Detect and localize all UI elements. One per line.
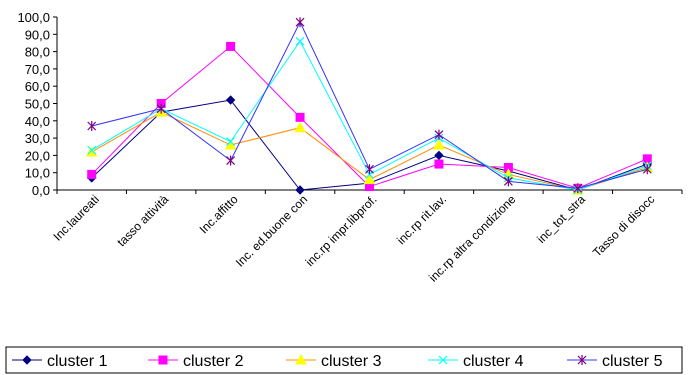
x-category-label: inc_tot_stra	[534, 192, 588, 246]
legend-marker	[577, 355, 587, 365]
y-tick-label: 90,0	[25, 27, 50, 42]
x-category-label: Tasso di disocc	[590, 192, 657, 259]
legend-marker	[22, 355, 32, 365]
data-point	[503, 176, 513, 187]
x-axis: Inc.laureati tasso attività Inc.affittoInc…	[50, 189, 683, 285]
data-point	[573, 183, 583, 194]
data-point	[295, 36, 305, 46]
y-axis: 0,0 10,0 20,0 30,0 40,0 50,0 60,0 70,0 80,0 90,0 1…	[17, 10, 58, 198]
x-category-label: Inc.affitto	[197, 192, 241, 236]
y-tick-label: 70,0	[25, 62, 50, 77]
legend-item: cluster 5	[567, 353, 663, 370]
data-point	[87, 120, 97, 131]
x-category-label: Inc.laureati	[50, 192, 101, 243]
y-tick-label: 20,0	[25, 148, 50, 163]
data-point	[433, 138, 445, 150]
legend-label: cluster 5	[602, 353, 663, 370]
data-point	[434, 150, 444, 161]
data-point	[294, 121, 306, 133]
legend-label: cluster 3	[321, 353, 382, 370]
data-point	[225, 95, 236, 105]
y-tick-label: 50,0	[25, 97, 50, 112]
data-point	[226, 137, 236, 146]
series-3	[85, 106, 654, 195]
y-tick-label: 30,0	[25, 131, 50, 146]
legend-label: cluster 1	[47, 353, 108, 370]
data-point	[363, 173, 376, 185]
data-point	[87, 145, 97, 155]
legend-item: cluster 2	[148, 353, 244, 370]
legend-label: cluster 4	[463, 353, 524, 370]
series-layer	[85, 17, 654, 195]
legend-label: cluster 2	[183, 353, 244, 370]
data-point	[642, 164, 652, 175]
legend-item: cluster 3	[286, 353, 382, 370]
x-category-label: inc.rp impr.libprof.	[303, 192, 380, 269]
data-point	[226, 41, 236, 51]
y-tick-label: 100,0	[17, 10, 50, 25]
data-point	[156, 103, 166, 114]
data-point	[295, 185, 305, 195]
data-point	[226, 155, 236, 166]
y-tick-label: 10,0	[25, 166, 50, 181]
data-point	[434, 129, 444, 140]
y-tick-label: 40,0	[25, 114, 50, 129]
data-point	[434, 159, 444, 169]
legend-item: cluster 1	[12, 353, 108, 370]
legend: cluster 1 cluster 2 cluster 3 cluster 4 clus…	[5, 346, 683, 374]
y-tick-label: 80,0	[25, 45, 50, 60]
series-5	[87, 17, 652, 194]
y-tick-label: 60,0	[25, 79, 50, 94]
data-point	[295, 112, 305, 122]
data-point	[85, 145, 98, 157]
legend-marker	[295, 353, 307, 365]
y-tick-label: 0,0	[32, 183, 50, 198]
x-category-label: Inc. ed.buone con	[233, 192, 310, 269]
data-point	[295, 17, 305, 28]
legend-marker	[158, 355, 168, 365]
series-line	[91, 21, 648, 189]
data-point	[365, 164, 374, 175]
x-category-label: tasso attività	[114, 192, 171, 249]
data-point	[87, 169, 97, 179]
legend-marker	[438, 355, 448, 365]
legend-item: cluster 4	[428, 353, 524, 370]
x-category-label: inc.rp rit.lav.	[394, 192, 449, 247]
